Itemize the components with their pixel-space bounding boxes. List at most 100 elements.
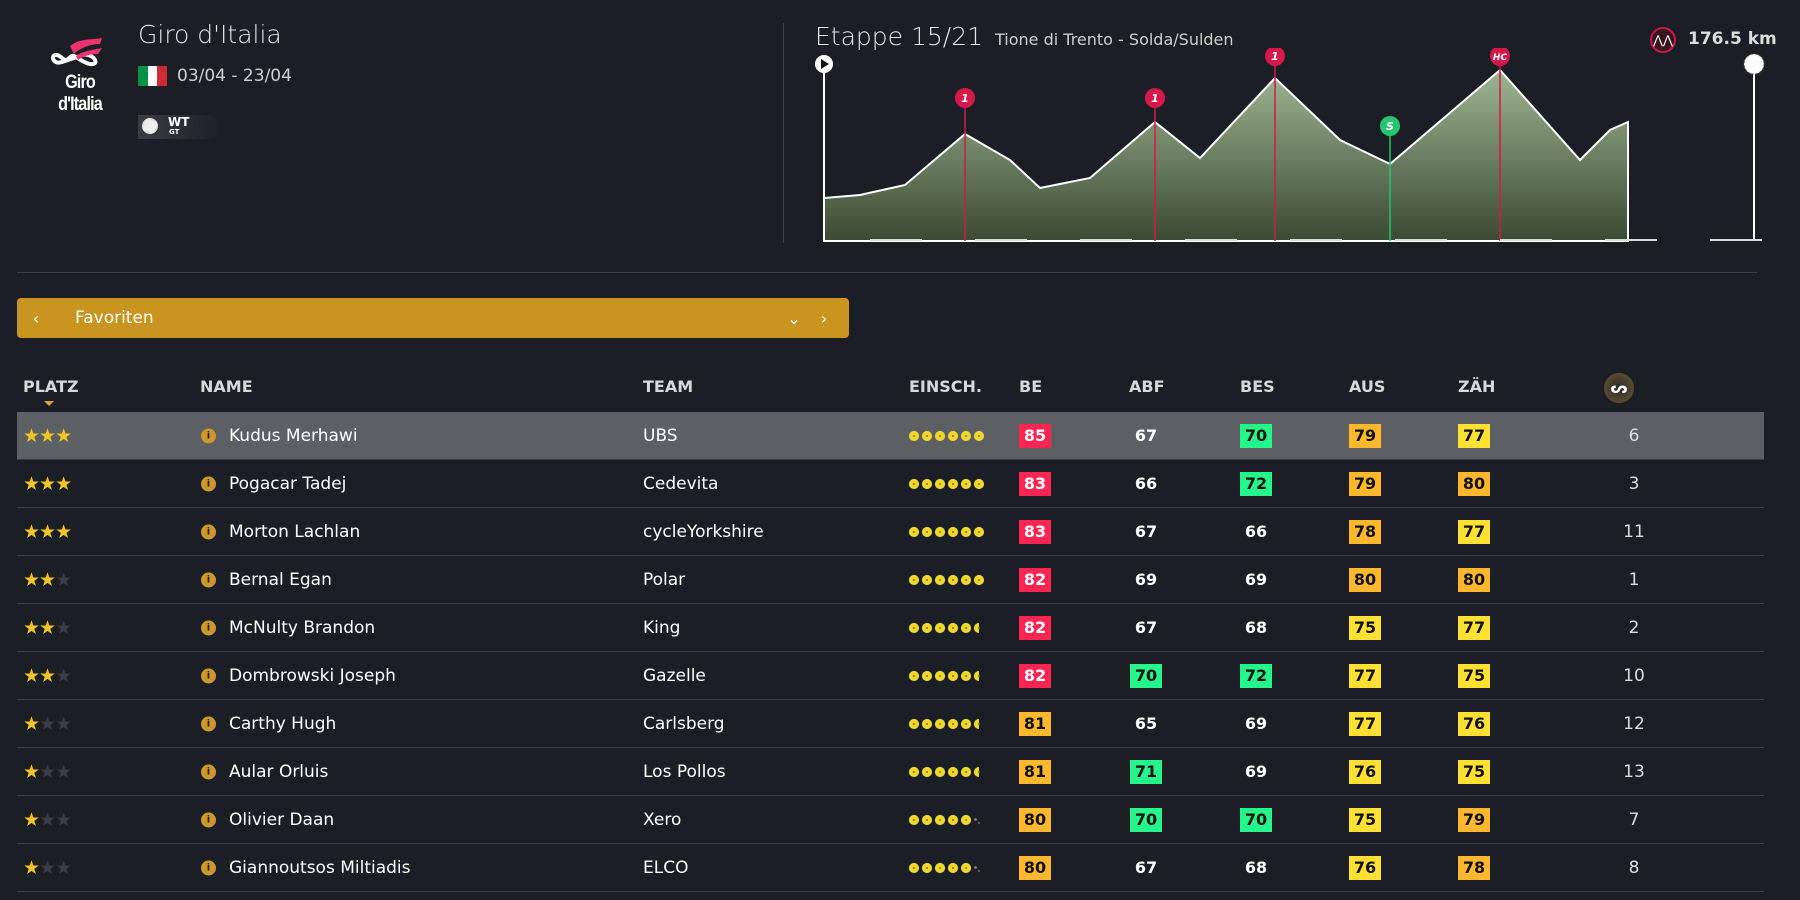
- stat-abf: 69: [1134, 569, 1158, 589]
- rider-row[interactable]: ★★★ i Morton Lachlan cycleYorkshire 83 67…: [17, 508, 1764, 556]
- climb-category-icon[interactable]: [1380, 116, 1400, 136]
- stat-aus: 75: [1349, 807, 1381, 832]
- stat-be: 80: [1019, 807, 1051, 832]
- col-zah[interactable]: ZÄH: [1458, 377, 1496, 396]
- rider-row[interactable]: ★★★ i McNulty Brandon King 82 67 68 75 77 2: [17, 604, 1764, 652]
- form-indicator: [909, 430, 984, 441]
- info-icon[interactable]: i: [201, 476, 216, 491]
- stat-abf: 67: [1134, 617, 1158, 637]
- rider-rank: 8: [1628, 857, 1640, 878]
- stat-abf: 70: [1130, 807, 1162, 832]
- info-icon[interactable]: i: [201, 764, 216, 779]
- col-bes[interactable]: BES: [1240, 377, 1275, 396]
- stat-abf: 67: [1134, 521, 1158, 541]
- rider-row[interactable]: ★★★ i Olivier Daan Xero 80 70 70 75 79 7: [17, 796, 1764, 844]
- chevron-left-icon[interactable]: ‹: [32, 308, 40, 328]
- climb-category-icon[interactable]: [1145, 88, 1165, 108]
- climb-category-icon[interactable]: [1490, 48, 1510, 66]
- chevron-right-icon[interactable]: ›: [820, 308, 828, 328]
- km-scale-tick: [870, 239, 922, 241]
- rider-row[interactable]: ★★★ i Dombrowski Joseph Gazelle 82 70 72 77…: [17, 652, 1764, 700]
- sort-desc-icon: [44, 401, 54, 406]
- stat-aus: 79: [1349, 423, 1381, 448]
- info-icon[interactable]: i: [201, 716, 216, 731]
- stat-be: 81: [1019, 711, 1051, 736]
- form-indicator: [909, 526, 984, 537]
- stat-zah: 77: [1458, 519, 1490, 544]
- rider-row[interactable]: ★★★ i Carthy Hugh Carlsberg 81 65 69 77 76 1…: [17, 700, 1764, 748]
- rider-row[interactable]: ★★★ i Pogacar Tadej Cedevita 83 66 72 79 80 …: [17, 460, 1764, 508]
- col-abf[interactable]: ABF: [1129, 377, 1165, 396]
- star-rating: ★★★: [23, 520, 72, 543]
- rider-name[interactable]: Bernal Egan: [229, 569, 332, 590]
- stat-zah: 77: [1458, 423, 1490, 448]
- chevron-down-icon[interactable]: ⌄: [787, 308, 801, 328]
- info-icon[interactable]: i: [201, 572, 216, 587]
- km-scale-tick: [1185, 239, 1237, 241]
- stat-aus: 80: [1349, 567, 1381, 592]
- col-platz[interactable]: PLATZ: [23, 377, 79, 396]
- rider-name[interactable]: Giannoutsos Miltiadis: [229, 857, 411, 878]
- info-icon[interactable]: i: [201, 524, 216, 539]
- stage-route: Tione di Trento - Solda/Sulden: [995, 30, 1234, 49]
- climb-category-icon[interactable]: [1265, 48, 1285, 66]
- stat-be: 80: [1019, 855, 1051, 880]
- giro-logo: Giro d'Italia: [40, 28, 120, 115]
- stage-profile: 1 1 1 S HC: [815, 48, 1765, 242]
- filter-selector[interactable]: ‹ Favoriten ⌄ ›: [17, 298, 849, 338]
- stat-aus: 76: [1349, 855, 1381, 880]
- climb-category-icon[interactable]: [955, 88, 975, 108]
- rider-table: ★★★ i Kudus Merhawi UBS 85 67 70 79 77 6 ★★★ …: [17, 412, 1764, 892]
- rider-row[interactable]: ★★★ i Giannoutsos Miltiadis ELCO 80 67 68 7…: [17, 844, 1764, 892]
- stat-abf: 66: [1134, 473, 1158, 493]
- rider-row[interactable]: ★★★ i Kudus Merhawi UBS 85 67 70 79 77 6: [17, 412, 1764, 460]
- rider-rank: 12: [1623, 713, 1645, 734]
- stat-aus: 78: [1349, 519, 1381, 544]
- rider-rank: 10: [1623, 665, 1645, 686]
- stat-abf: 67: [1134, 857, 1158, 877]
- sun-icon: [142, 118, 158, 134]
- rider-name[interactable]: Kudus Merhawi: [229, 425, 358, 446]
- info-icon[interactable]: i: [201, 860, 216, 875]
- rider-name[interactable]: Aular Orluis: [229, 761, 329, 782]
- stat-bes: 66: [1244, 521, 1268, 541]
- km-scale-tick: [1500, 239, 1552, 241]
- info-icon[interactable]: i: [201, 428, 216, 443]
- star-rating: ★★★: [23, 568, 72, 591]
- rider-icon[interactable]: ᔕ: [1604, 373, 1634, 403]
- info-icon[interactable]: i: [201, 668, 216, 683]
- rider-name[interactable]: Carthy Hugh: [229, 713, 337, 734]
- form-indicator: [909, 478, 984, 489]
- rider-rank: 1: [1628, 569, 1640, 590]
- info-icon[interactable]: i: [201, 812, 216, 827]
- stat-be: 81: [1019, 759, 1051, 784]
- stat-zah: 76: [1458, 711, 1490, 736]
- stat-aus: 75: [1349, 615, 1381, 640]
- divider: [17, 272, 1757, 273]
- rider-name[interactable]: McNulty Brandon: [229, 617, 376, 638]
- stat-bes: 70: [1240, 423, 1272, 448]
- col-aus[interactable]: AUS: [1349, 377, 1386, 396]
- stat-aus: 77: [1349, 663, 1381, 688]
- rider-name[interactable]: Dombrowski Joseph: [229, 665, 396, 686]
- col-form[interactable]: EINSCH.: [909, 377, 983, 396]
- climb-category-label: 1: [961, 92, 969, 105]
- team-name: Los Pollos: [643, 761, 726, 782]
- col-team[interactable]: TEAM: [643, 377, 694, 396]
- rider-name[interactable]: Pogacar Tadej: [229, 473, 347, 494]
- star-rating: ★★★: [23, 472, 72, 495]
- star-rating: ★★★: [23, 808, 72, 831]
- stat-zah: 80: [1458, 567, 1490, 592]
- stat-bes: 70: [1240, 807, 1272, 832]
- col-name[interactable]: NAME: [200, 377, 253, 396]
- info-icon[interactable]: i: [201, 620, 216, 635]
- rider-row[interactable]: ★★★ i Bernal Egan Polar 82 69 69 80 80 1: [17, 556, 1764, 604]
- km-scale-tick: [1080, 239, 1132, 241]
- mountain-icon: ⋀⋀: [1650, 27, 1676, 53]
- rider-name[interactable]: Olivier Daan: [229, 809, 335, 830]
- stat-zah: 77: [1458, 615, 1490, 640]
- rider-name[interactable]: Morton Lachlan: [229, 521, 361, 542]
- col-be[interactable]: BE: [1019, 377, 1043, 396]
- rider-row[interactable]: ★★★ i Aular Orluis Los Pollos 81 71 69 76 75…: [17, 748, 1764, 796]
- rider-rank: 7: [1628, 809, 1640, 830]
